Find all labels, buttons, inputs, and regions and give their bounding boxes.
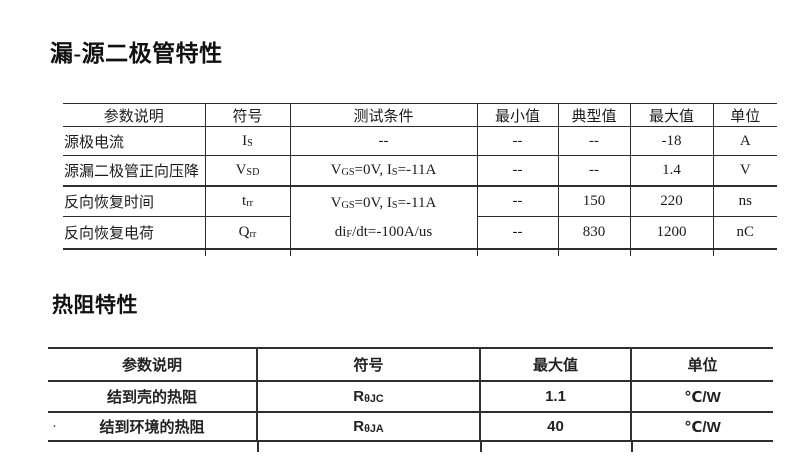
thermal-table-header-row: 参数说明 符号 最大值 单位 [48,347,773,382]
cell-max: 1.1 [480,381,632,413]
header-min: 最小值 [477,103,559,127]
cell-max: 1.4 [630,155,714,187]
section-title-thermal-resistance: 热阻特性 [52,293,138,317]
header-param: 参数说明 [48,347,258,382]
cell-symbol: Qrr [205,216,291,250]
cell-min: -- [477,186,559,217]
header-symbol: 符号 [257,347,481,382]
cell-unit: ns [713,186,777,217]
cell-max: -18 [630,126,714,156]
cell-param: 源漏二极管正向压降 [63,155,206,187]
header-max: 最大值 [480,347,632,382]
cell-param: 结到环境的热阻 [48,412,258,442]
cell-unit: V [713,155,777,187]
cell-max: 1200 [630,216,714,250]
table-continuation-stub [630,250,631,256]
cell-max: 40 [480,412,632,442]
table-continuation-stub [558,250,559,256]
table-row-junction-to-ambient: 结到环境的热阻 RθJA 40 ℃/W [48,412,773,442]
diode-table-header-row: 参数说明 符号 测试条件 最小值 典型值 最大值 单位 [63,103,777,127]
cell-min: -- [477,126,559,156]
stray-dot-artifact: · [52,417,57,434]
header-param: 参数说明 [63,103,206,127]
cell-min: -- [477,216,559,250]
header-typ: 典型值 [558,103,631,127]
condition-line-2: diF/dt=-100A/us [334,223,433,240]
cell-typ: -- [558,155,631,187]
table-continuation-stub [257,442,259,452]
cell-param: 源极电流 [63,126,206,156]
cell-unit: ℃/W [631,412,773,442]
cell-typ: -- [558,126,631,156]
diode-characteristics-table-wrap: 参数说明 符号 测试条件 最小值 典型值 最大值 单位 源极电流 IS -- -… [63,103,777,256]
cell-param: 反向恢复电荷 [63,216,206,250]
cell-typ: 150 [558,186,631,217]
table-continuation-stub [713,250,714,256]
condition-line-1: VGS=0V, IS=-11A [330,194,437,211]
table-row-reverse-recovery-charge: 反向恢复电荷 Qrr -- 830 1200 nC [63,216,777,250]
thermal-resistance-table-wrap: 参数说明 符号 最大值 单位 结到壳的热阻 RθJC 1.1 ℃/W 结到环境的… [48,347,773,452]
table-row-forward-voltage: 源漏二极管正向压降 VSD VGS=0V, IS=-11A -- -- 1.4 … [63,155,777,187]
cell-unit: nC [713,216,777,250]
table-continuation-stub [477,250,478,256]
cell-min: -- [477,155,559,187]
header-max: 最大值 [630,103,714,127]
cell-condition: VGS=0V, IS=-11A [290,155,478,187]
cell-unit: A [713,126,777,156]
cell-symbol: RθJA [257,412,481,442]
cell-typ: 830 [558,216,631,250]
cell-symbol: IS [205,126,291,156]
diode-characteristics-table: 参数说明 符号 测试条件 最小值 典型值 最大值 单位 源极电流 IS -- -… [63,103,777,250]
section-title-diode-characteristics: 漏-源二极管特性 [50,41,223,66]
cell-condition-merged: VGS=0V, IS=-11A diF/dt=-100A/us [290,186,478,250]
cell-unit: ℃/W [631,381,773,413]
cell-symbol: trr [205,186,291,217]
header-symbol: 符号 [205,103,291,127]
header-unit: 单位 [713,103,777,127]
cell-param: 反向恢复时间 [63,186,206,217]
cell-param: 结到壳的热阻 [48,381,258,413]
header-unit: 单位 [631,347,773,382]
cell-symbol: RθJC [257,381,481,413]
table-continuation-stub [631,442,633,452]
header-condition: 测试条件 [290,103,478,127]
table-row-reverse-recovery-time: 反向恢复时间 trr VGS=0V, IS=-11A diF/dt=-100A/… [63,186,777,250]
cell-condition: -- [290,126,478,156]
table-row-junction-to-case: 结到壳的热阻 RθJC 1.1 ℃/W [48,381,773,413]
cell-symbol: VSD [205,155,291,187]
table-continuation-stub [205,250,206,256]
table-continuation-stub [480,442,482,452]
table-row-source-current: 源极电流 IS -- -- -- -18 A [63,126,777,156]
cell-max: 220 [630,186,714,217]
table-continuation-stub [290,250,291,256]
thermal-resistance-table: 参数说明 符号 最大值 单位 结到壳的热阻 RθJC 1.1 ℃/W 结到环境的… [48,347,773,442]
